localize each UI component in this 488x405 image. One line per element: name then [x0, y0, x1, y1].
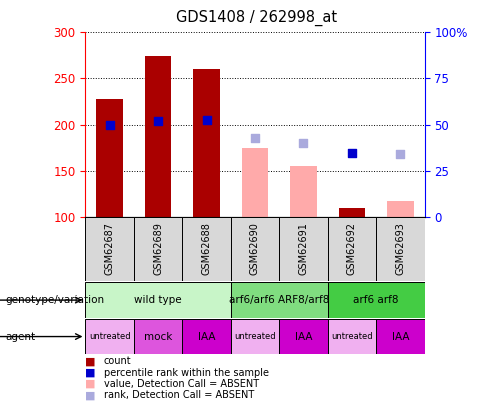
Text: arf6 arf8: arf6 arf8	[353, 295, 399, 305]
Text: wild type: wild type	[134, 295, 182, 305]
Text: ■: ■	[85, 379, 96, 389]
Bar	[134, 319, 183, 354]
Bar	[376, 217, 425, 281]
Point	[300, 140, 307, 146]
Text: IAA: IAA	[198, 332, 215, 341]
Text: untreated: untreated	[331, 332, 373, 341]
Text: GSM62687: GSM62687	[104, 222, 115, 275]
Text: value, Detection Call = ABSENT: value, Detection Call = ABSENT	[104, 379, 259, 389]
Point	[154, 117, 162, 124]
Text: GSM62692: GSM62692	[347, 222, 357, 275]
Text: GDS1408 / 262998_at: GDS1408 / 262998_at	[176, 10, 337, 26]
Text: count: count	[104, 356, 132, 366]
Point	[203, 117, 210, 123]
Text: GSM62690: GSM62690	[250, 222, 260, 275]
Bar	[85, 217, 134, 281]
Bar	[327, 217, 376, 281]
Bar	[242, 147, 268, 217]
Text: IAA: IAA	[391, 332, 409, 341]
Text: agent: agent	[5, 332, 35, 341]
Text: percentile rank within the sample: percentile rank within the sample	[104, 368, 269, 377]
Bar	[183, 217, 231, 281]
Bar	[193, 69, 220, 217]
Text: untreated: untreated	[234, 332, 276, 341]
Bar	[96, 99, 123, 217]
Text: IAA: IAA	[295, 332, 312, 341]
Bar	[85, 282, 231, 318]
Text: ■: ■	[85, 390, 96, 400]
Text: mock: mock	[144, 332, 172, 341]
Bar	[134, 217, 183, 281]
Bar	[231, 217, 279, 281]
Text: ■: ■	[85, 356, 96, 366]
Text: GSM62689: GSM62689	[153, 222, 163, 275]
Bar	[327, 319, 376, 354]
Text: GSM62693: GSM62693	[395, 222, 406, 275]
Bar	[231, 319, 279, 354]
Bar	[327, 282, 425, 318]
Text: GSM62688: GSM62688	[202, 222, 211, 275]
Point	[396, 151, 404, 157]
Text: untreated: untreated	[89, 332, 130, 341]
Bar	[290, 166, 317, 217]
Point	[251, 135, 259, 142]
Point	[348, 150, 356, 156]
Text: GSM62691: GSM62691	[299, 222, 308, 275]
Text: rank, Detection Call = ABSENT: rank, Detection Call = ABSENT	[104, 390, 254, 400]
Bar	[145, 56, 171, 217]
Text: arf6/arf6 ARF8/arf8: arf6/arf6 ARF8/arf8	[229, 295, 329, 305]
Bar	[85, 319, 134, 354]
Text: genotype/variation: genotype/variation	[5, 295, 104, 305]
Bar	[231, 282, 327, 318]
Bar	[279, 217, 327, 281]
Bar	[387, 201, 414, 217]
Bar	[376, 319, 425, 354]
Bar	[339, 209, 365, 217]
Point	[106, 122, 114, 129]
Bar	[183, 319, 231, 354]
Text: ■: ■	[85, 368, 96, 377]
Bar	[279, 319, 327, 354]
